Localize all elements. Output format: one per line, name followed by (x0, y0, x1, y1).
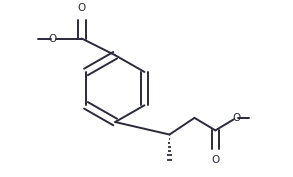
Text: O: O (211, 155, 219, 165)
Text: O: O (48, 33, 57, 44)
Text: O: O (232, 113, 240, 123)
Text: O: O (78, 4, 86, 13)
